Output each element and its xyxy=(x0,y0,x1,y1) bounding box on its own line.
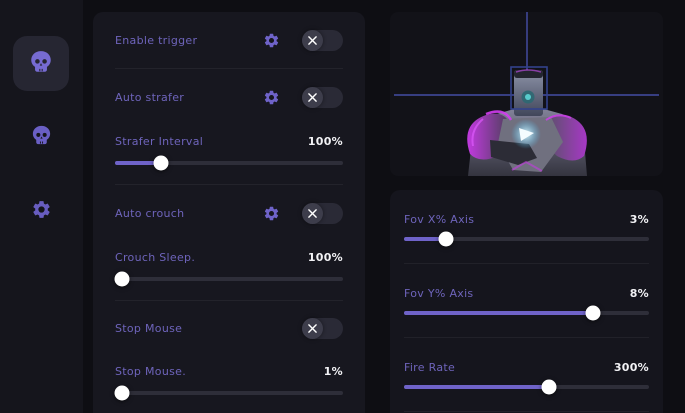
slider-value: 3% xyxy=(629,212,649,226)
auto-crouch-toggle[interactable] xyxy=(302,202,343,224)
skull-icon xyxy=(30,124,53,151)
slider-label: Strafer Interval xyxy=(115,134,204,148)
slider-value: 300% xyxy=(613,360,649,374)
feature-settings-button[interactable] xyxy=(262,88,280,106)
robot-preview-image xyxy=(394,12,659,176)
x-icon xyxy=(308,92,317,102)
toggle-knob xyxy=(302,317,323,339)
slider-row-fov-x: Fov X% Axis 3% xyxy=(404,190,649,263)
slider-fill xyxy=(404,311,593,315)
gear-icon xyxy=(264,206,278,220)
slider-row-fire-rate: Fire Rate 300% xyxy=(404,338,649,411)
feature-row-auto-strafer: Auto strafer xyxy=(115,69,343,125)
feature-label: Stop Mouse xyxy=(115,321,183,335)
sidebar xyxy=(0,0,83,413)
divider xyxy=(115,300,343,301)
slider-value: 8% xyxy=(629,286,649,300)
slider-value: 100% xyxy=(307,250,343,264)
skull-icon xyxy=(28,49,54,79)
head-target-box xyxy=(510,66,548,110)
slider-value: 1% xyxy=(323,364,343,378)
slider-row-stop-mouse: Stop Mouse. 1% xyxy=(114,355,343,413)
slider-label: Fov Y% Axis xyxy=(404,286,474,300)
slider-row-fov-y: Fov Y% Axis 8% xyxy=(404,264,649,337)
slider-fill xyxy=(404,385,549,389)
slider-label: Crouch Sleep. xyxy=(115,250,196,264)
feature-label: Auto strafer xyxy=(115,90,185,104)
slider-thumb[interactable] xyxy=(585,305,601,321)
gear-icon xyxy=(31,199,52,224)
stop-mouse-slider[interactable] xyxy=(114,385,343,401)
feature-label: Enable trigger xyxy=(115,33,198,47)
crouch-sleep-slider[interactable] xyxy=(114,271,343,287)
slider-value: 100% xyxy=(307,134,343,148)
slider-row-strafer-interval: Strafer Interval 100% xyxy=(115,125,343,184)
sidebar-item-aimbot-active[interactable] xyxy=(13,36,69,91)
toggle-knob xyxy=(302,29,323,51)
features-panel: Enable trigger Auto strafer xyxy=(93,12,365,413)
x-icon xyxy=(308,35,317,45)
feature-row-auto-crouch: Auto crouch xyxy=(115,185,343,241)
divider xyxy=(404,337,649,338)
x-icon xyxy=(308,208,317,218)
fire-rate-slider[interactable] xyxy=(404,379,649,395)
stop-mouse-toggle[interactable] xyxy=(302,317,343,339)
fov-y-slider[interactable] xyxy=(404,305,649,321)
strafer-interval-slider[interactable] xyxy=(115,155,343,171)
feature-row-enable-trigger: Enable trigger xyxy=(115,12,343,68)
sidebar-item-settings[interactable] xyxy=(30,200,53,223)
aim-preview-panel xyxy=(390,12,663,176)
fov-x-slider[interactable] xyxy=(404,231,649,247)
aim-settings-panel: Fov X% Axis 3% Fov Y% Axis 8% Fire Rate xyxy=(390,190,663,413)
slider-thumb[interactable] xyxy=(541,379,557,395)
feature-settings-button[interactable] xyxy=(262,31,280,49)
divider xyxy=(404,411,649,412)
robot-character xyxy=(467,69,587,176)
gear-icon xyxy=(264,90,278,104)
slider-thumb[interactable] xyxy=(114,271,130,287)
feature-label: Auto crouch xyxy=(115,206,185,220)
slider-fill xyxy=(115,161,161,165)
slider-fill xyxy=(404,237,446,241)
x-icon xyxy=(308,323,317,333)
feature-settings-button[interactable] xyxy=(262,204,280,222)
gear-icon xyxy=(264,33,278,47)
divider xyxy=(404,263,649,264)
slider-thumb[interactable] xyxy=(114,385,130,401)
slider-thumb[interactable] xyxy=(153,155,169,171)
divider xyxy=(115,184,343,185)
auto-strafer-toggle[interactable] xyxy=(302,86,343,108)
sidebar-item-skull[interactable] xyxy=(28,124,55,151)
slider-label: Stop Mouse. xyxy=(115,364,186,378)
feature-row-stop-mouse: Stop Mouse xyxy=(115,301,343,355)
slider-row-crouch-sleep: Crouch Sleep. 100% xyxy=(114,241,343,300)
slider-thumb[interactable] xyxy=(438,231,454,247)
slider-label: Fire Rate xyxy=(404,360,456,374)
divider xyxy=(115,68,343,69)
toggle-knob xyxy=(302,202,323,224)
toggle-knob xyxy=(302,86,323,108)
slider-label: Fov X% Axis xyxy=(404,212,475,226)
enable-trigger-toggle[interactable] xyxy=(302,29,343,51)
